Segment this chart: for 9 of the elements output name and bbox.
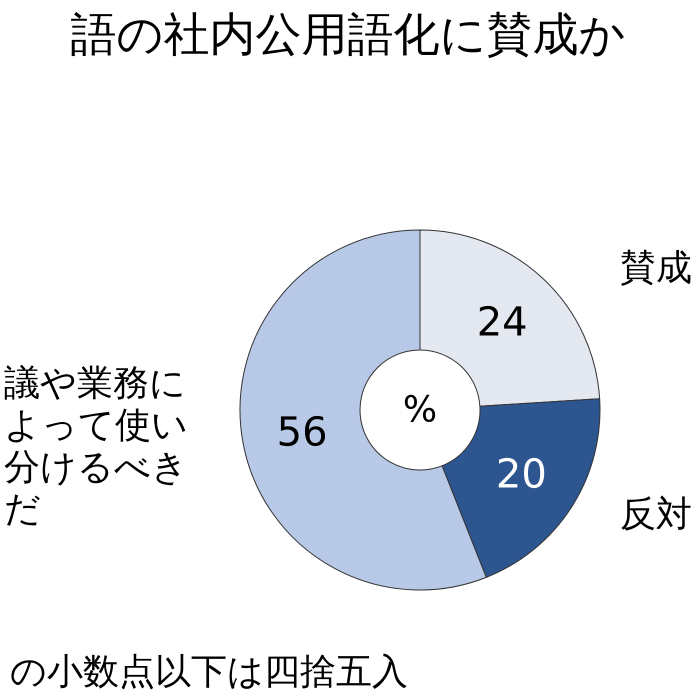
chart-title: 語の社内公用語化に賛成か xyxy=(70,7,626,61)
text: % xyxy=(402,390,438,430)
data-label: 24 xyxy=(476,300,528,346)
slice-label: 賛成 xyxy=(620,247,692,288)
slice-label: 反対 xyxy=(620,494,692,535)
data-label: 20 xyxy=(496,451,547,498)
text: の小数点以下は四捨五入 xyxy=(10,652,408,692)
slice-label: 議や業務によって使い分けるべきだ xyxy=(4,363,188,530)
data-label: 56 xyxy=(276,409,328,456)
